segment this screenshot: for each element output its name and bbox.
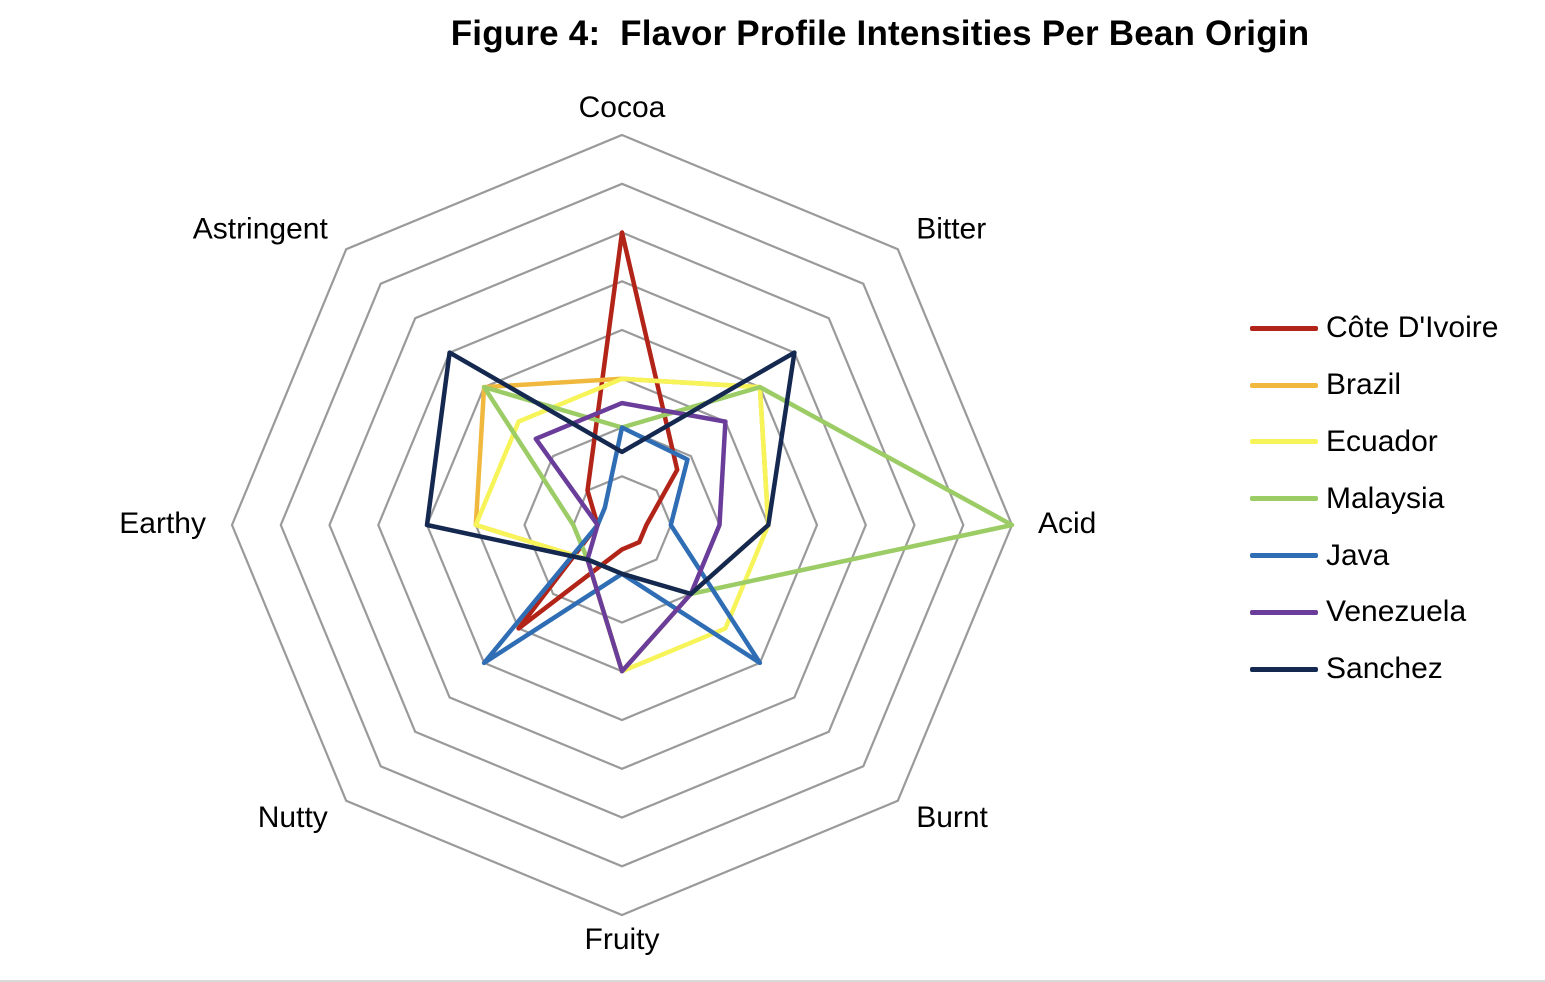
- legend-item-malaysia: Malaysia: [1250, 470, 1498, 527]
- legend-swatch: [1250, 325, 1318, 331]
- legend-label: Ecuador: [1326, 424, 1438, 458]
- radar-axis-labels: Cocoa Bitter Acid Burnt Fruity Nutty Earthy Ast…: [119, 91, 1096, 956]
- legend-swatch: [1250, 553, 1318, 559]
- legend-swatch: [1250, 609, 1318, 615]
- grid-ring-4: [425, 328, 819, 722]
- grid-ring-7: [279, 182, 965, 868]
- legend-item-java: Java: [1250, 527, 1498, 584]
- legend-item-venezuela: Venezuela: [1250, 584, 1498, 641]
- legend-label: Brazil: [1326, 368, 1402, 402]
- legend-label: Venezuela: [1326, 595, 1467, 629]
- legend-item-sanchez: Sanchez: [1250, 641, 1498, 698]
- legend-item-ecuador: Ecuador: [1250, 414, 1498, 471]
- legend-item-cote-d-ivoire: Côte D'Ivoire: [1250, 300, 1498, 357]
- legend-item-brazil: Brazil: [1250, 357, 1498, 414]
- radar-grid: [230, 133, 1014, 917]
- legend-label: Java: [1326, 538, 1390, 572]
- grid-ring-5: [377, 280, 867, 770]
- legend-label: Sanchez: [1326, 652, 1443, 686]
- series-line-cote-d-ivoire: [516, 230, 680, 631]
- radar-chart: Cocoa Bitter Acid Burnt Fruity Nutty Earthy Ast…: [119, 91, 1096, 956]
- axis-label-acid: Acid: [1038, 507, 1096, 540]
- radar-series: [424, 230, 1015, 674]
- axis-label-earthy: Earthy: [119, 507, 206, 540]
- legend-swatch: [1250, 382, 1318, 388]
- axis-label-astringent: Astringent: [193, 213, 329, 246]
- axis-label-nutty: Nutty: [258, 801, 328, 834]
- grid-ring-6: [328, 231, 916, 819]
- legend: Côte D'Ivoire Brazil Ecuador Malaysia Java Ve…: [1250, 300, 1498, 698]
- legend-label: Malaysia: [1326, 481, 1445, 515]
- legend-swatch: [1250, 439, 1318, 445]
- legend-swatch: [1250, 496, 1318, 502]
- legend-label: Côte D'Ivoire: [1326, 311, 1499, 345]
- axis-label-burnt: Burnt: [916, 801, 988, 834]
- series-line-venezuela: [533, 400, 728, 674]
- chart-title: Figure 4: Flavor Profile Intensities Per…: [450, 14, 1310, 53]
- grid-ring-8: [230, 133, 1014, 917]
- legend-swatch: [1250, 666, 1318, 672]
- series-line-sanchez: [424, 350, 797, 597]
- axis-label-cocoa: Cocoa: [579, 91, 666, 124]
- axis-label-bitter: Bitter: [916, 213, 986, 246]
- axis-label-fruity: Fruity: [585, 923, 660, 956]
